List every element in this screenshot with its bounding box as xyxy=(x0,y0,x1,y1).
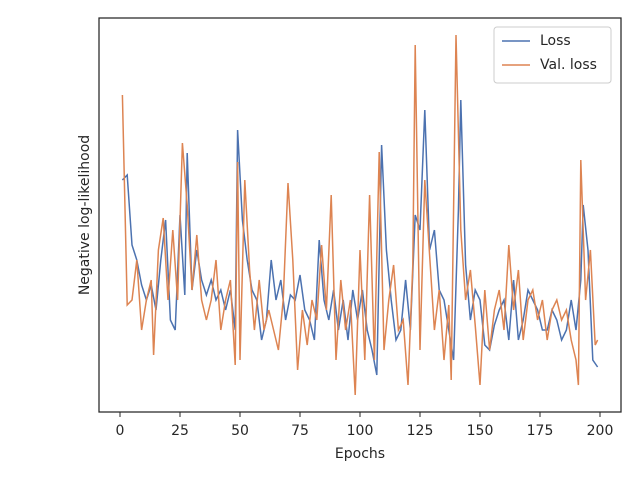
y-axis-label: Negative log-likelihood xyxy=(77,135,93,295)
legend-label: Val. loss xyxy=(540,57,597,73)
x-tick-label: 75 xyxy=(291,423,309,439)
x-tick-label: 50 xyxy=(231,423,249,439)
line-series xyxy=(121,99,599,376)
x-tick-label: 200 xyxy=(587,423,614,439)
legend-label: Loss xyxy=(540,33,571,49)
x-axis-label: Epochs xyxy=(335,446,385,462)
x-tick-label: 0 xyxy=(116,423,125,439)
x-tick-label: 25 xyxy=(171,423,189,439)
line-series xyxy=(121,34,599,396)
x-tick-label: 150 xyxy=(467,423,494,439)
x-tick-label: 175 xyxy=(527,423,554,439)
plot-frame xyxy=(98,17,622,413)
x-tick-label: 100 xyxy=(347,423,374,439)
x-tick-label: 125 xyxy=(407,423,434,439)
